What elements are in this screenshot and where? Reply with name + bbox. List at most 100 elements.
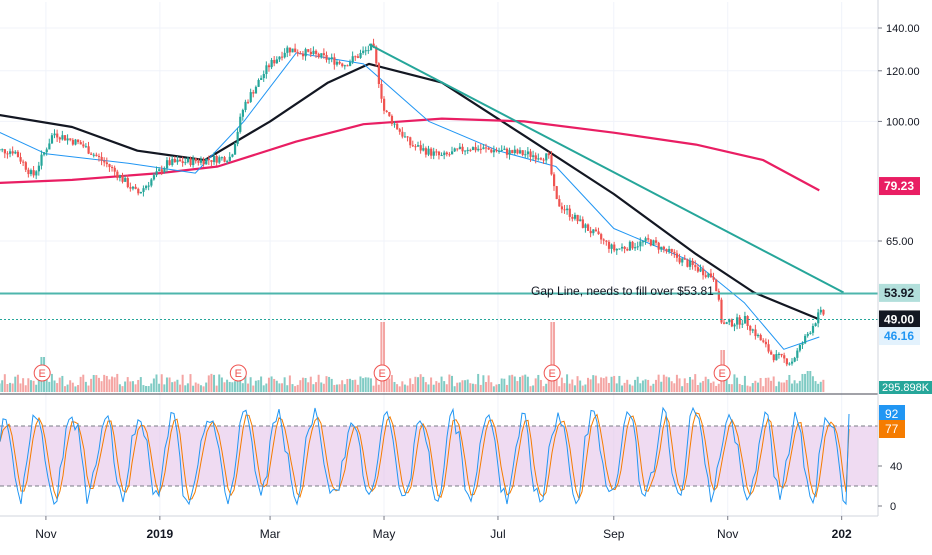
volume-bar bbox=[139, 377, 142, 392]
volume-bar bbox=[579, 380, 582, 392]
time-axis[interactable]: Nov 2019 Mar May Jul Sep Nov 202 bbox=[0, 515, 878, 541]
candle-body bbox=[286, 47, 289, 53]
volume-bar bbox=[142, 385, 145, 392]
candle-body bbox=[335, 61, 339, 65]
candle-body bbox=[678, 257, 681, 263]
volume-bar bbox=[383, 322, 386, 392]
candle-body bbox=[639, 241, 642, 247]
candle-body bbox=[537, 158, 540, 160]
candle-body bbox=[704, 275, 707, 277]
candle-body bbox=[605, 240, 608, 242]
volume-bar bbox=[532, 385, 535, 392]
volume-bar bbox=[393, 381, 396, 392]
candle-body bbox=[762, 340, 765, 342]
candle-body bbox=[194, 158, 197, 162]
candle-body bbox=[498, 150, 501, 152]
candle-body bbox=[670, 248, 673, 252]
candle-body bbox=[150, 179, 153, 186]
oscillator-badge-label: 77 bbox=[885, 422, 899, 436]
volume-bar bbox=[105, 375, 108, 392]
candle-body bbox=[641, 241, 645, 243]
oscillator-band bbox=[0, 426, 878, 486]
volume-bar bbox=[239, 374, 242, 392]
candle-body bbox=[594, 229, 598, 232]
time-tick-label: 2019 bbox=[147, 527, 174, 541]
volume-bar bbox=[385, 376, 388, 392]
candle-body bbox=[437, 151, 441, 156]
candle-body bbox=[665, 249, 668, 252]
volume-bar bbox=[683, 378, 686, 392]
volume-bar bbox=[456, 382, 459, 392]
candle-body bbox=[759, 334, 762, 341]
candle-body bbox=[822, 309, 825, 315]
volume-bar bbox=[547, 374, 550, 392]
volume-bar bbox=[160, 374, 163, 392]
candle-body bbox=[427, 148, 430, 155]
volume-bar bbox=[539, 379, 542, 392]
volume-bar bbox=[568, 383, 571, 392]
candle-body bbox=[466, 149, 469, 151]
candle-body bbox=[139, 191, 143, 194]
candle-body bbox=[223, 157, 226, 162]
volume-bar bbox=[87, 385, 90, 392]
volume-bar bbox=[584, 384, 587, 392]
volume-bar bbox=[328, 376, 331, 392]
candle-body bbox=[199, 159, 203, 163]
candle-body bbox=[558, 199, 561, 207]
candle-body bbox=[37, 165, 41, 172]
candle-body bbox=[247, 101, 250, 103]
candle-body bbox=[165, 160, 169, 169]
candle-body bbox=[11, 151, 14, 154]
candle-body bbox=[809, 332, 812, 334]
candle-body bbox=[74, 139, 77, 145]
candle-body bbox=[699, 268, 702, 272]
candle-body bbox=[568, 208, 571, 217]
volume-bar bbox=[0, 383, 1, 392]
volume-bar bbox=[414, 376, 417, 392]
candle-body bbox=[202, 159, 205, 165]
volume-bar bbox=[550, 322, 553, 392]
candle-body bbox=[231, 154, 234, 157]
volume-bar bbox=[503, 378, 506, 392]
volume-bar bbox=[74, 386, 77, 392]
candle-body bbox=[338, 61, 341, 64]
price-tick-label: 140.00 bbox=[886, 23, 920, 35]
candle-body bbox=[406, 136, 409, 138]
volume-bar bbox=[704, 376, 707, 392]
candle-body bbox=[712, 277, 715, 280]
volume-bar bbox=[71, 382, 74, 392]
volume-bar bbox=[403, 384, 406, 392]
volume-bar bbox=[121, 386, 124, 392]
candle-body bbox=[401, 131, 404, 137]
candle-body bbox=[179, 159, 182, 162]
volume-bar bbox=[453, 386, 456, 392]
candle-body bbox=[411, 145, 414, 147]
candle-body bbox=[524, 154, 527, 156]
candle-body bbox=[16, 151, 20, 158]
candle-body bbox=[542, 159, 545, 161]
candle-body bbox=[244, 101, 247, 110]
price-axis[interactable]: 140.00 120.00 100.00 65.00 79.23 53.92 49.00 46… bbox=[877, 0, 932, 516]
earnings-marker bbox=[229, 364, 247, 382]
volume-bar bbox=[427, 384, 430, 392]
volume-bar bbox=[165, 377, 168, 392]
volume-bar bbox=[126, 377, 129, 392]
volume-bar bbox=[796, 383, 799, 392]
volume-bar bbox=[372, 385, 375, 392]
candle-body bbox=[192, 158, 195, 166]
candle-body bbox=[597, 231, 600, 235]
volume-bar bbox=[458, 382, 461, 392]
candle-body bbox=[529, 151, 532, 157]
candle-body bbox=[751, 329, 754, 331]
candle-body bbox=[257, 79, 260, 87]
candle-body bbox=[660, 246, 663, 250]
volume-bar bbox=[260, 376, 263, 392]
volume-bar bbox=[487, 375, 490, 392]
candle-body bbox=[160, 169, 163, 173]
drawn-lines[interactable] bbox=[0, 43, 878, 320]
candle-body bbox=[804, 335, 807, 344]
volume-bar bbox=[600, 377, 603, 392]
volume-bar bbox=[79, 376, 82, 392]
